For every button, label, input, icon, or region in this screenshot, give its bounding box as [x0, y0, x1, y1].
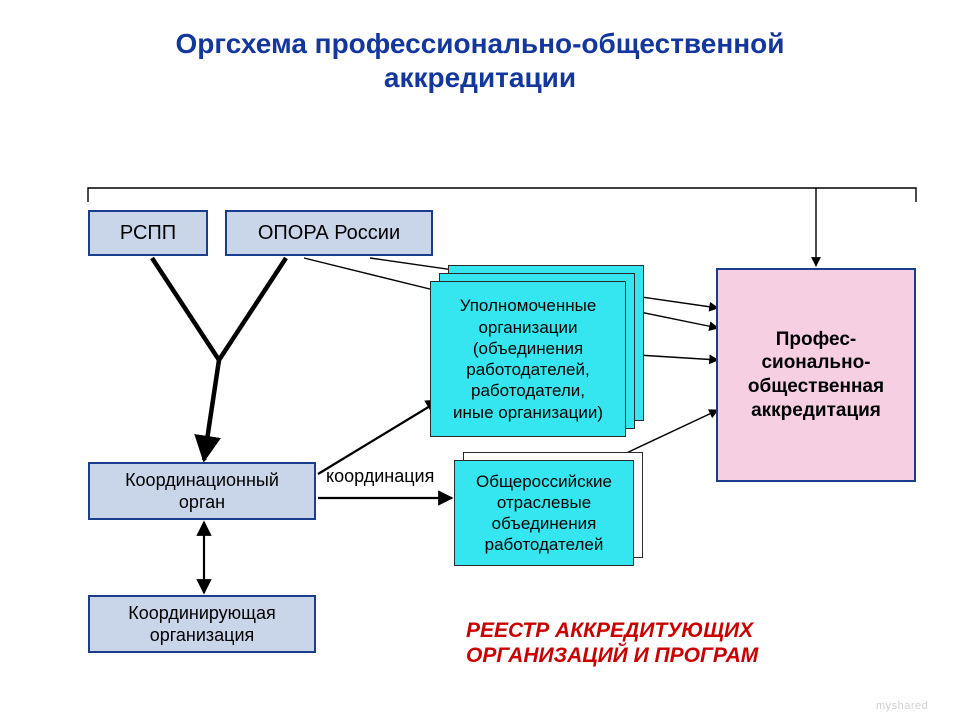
- node-auth-label: Уполномоченныеорганизации(объединенияраб…: [453, 295, 603, 423]
- watermark: myshared: [876, 700, 928, 712]
- page-title-line1: Оргсхема профессионально-общественной: [0, 28, 960, 60]
- node-accreditation: Профес-сионально-общественнаяаккредитаци…: [716, 268, 916, 482]
- node-coordinating-org: Координирующаяорганизация: [88, 595, 316, 653]
- node-sector-associations: Общероссийскиеотраслевыеобъединенияработ…: [454, 460, 634, 566]
- node-coord-label: Координационныйорган: [125, 469, 279, 514]
- node-rspp-label: РСПП: [120, 221, 176, 246]
- registry-line2: ОРГАНИЗАЦИЙ И ПРОГРАМ: [466, 644, 758, 667]
- node-accred-label: Профес-сионально-общественнаяаккредитаци…: [748, 328, 884, 423]
- node-authorized-orgs: Уполномоченныеорганизации(объединенияраб…: [430, 281, 626, 437]
- node-rspp: РСПП: [88, 210, 208, 256]
- node-opora-label: ОПОРА России: [258, 221, 400, 246]
- page-title-line2: аккредитации: [0, 62, 960, 94]
- node-opora: ОПОРА России: [225, 210, 433, 256]
- edge-label-coordination: координация: [326, 466, 434, 487]
- registry-text: РЕЕСТР АККРЕДИТУЮЩИХ ОРГАНИЗАЦИЙ И ПРОГР…: [466, 618, 758, 668]
- registry-line1: РЕЕСТР АККРЕДИТУЮЩИХ: [466, 619, 753, 642]
- diagram-canvas: Оргсхема профессионально-общественной ак…: [0, 0, 960, 720]
- node-coordination-body: Координационныйорган: [88, 462, 316, 520]
- node-coorg-label: Координирующаяорганизация: [128, 602, 276, 647]
- node-sector-label: Общероссийскиеотраслевыеобъединенияработ…: [476, 471, 612, 556]
